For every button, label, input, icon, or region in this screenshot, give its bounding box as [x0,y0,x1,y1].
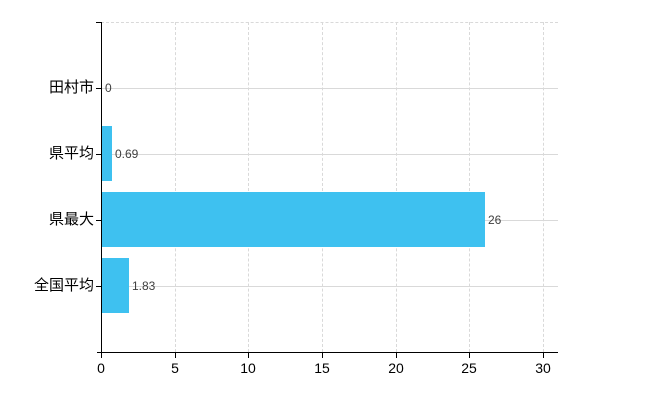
x-gridline [175,22,176,352]
bar [102,258,129,313]
y-axis-tick [96,88,101,89]
category-label: 県平均 [48,145,94,162]
x-tick-label: 15 [314,360,330,376]
x-gridline [248,22,249,352]
x-axis-tick [396,353,397,358]
bar [102,192,485,247]
x-axis-tick [469,353,470,358]
x-gridline [322,22,323,352]
row-gridline [101,88,558,89]
x-tick-label: 10 [240,360,256,376]
bar-value-label: 0.69 [115,147,139,161]
x-tick-label: 0 [97,360,105,376]
row-gridline [101,286,558,287]
x-tick-label: 5 [171,360,179,376]
x-tick-label: 25 [461,360,477,376]
x-axis-tick [322,353,323,358]
x-axis-tick [101,353,102,358]
row-gridline [101,154,558,155]
plot-top-border [101,22,558,23]
bar-value-label: 1.83 [132,279,156,293]
x-gridline [396,22,397,352]
y-axis [101,22,102,352]
x-axis [97,352,558,353]
category-label: 田村市 [48,79,94,96]
y-axis-tick [96,22,101,23]
x-axis-tick [175,353,176,358]
x-axis-tick [543,353,544,358]
y-axis-tick [96,286,101,287]
bar-value-label: 0 [105,81,112,95]
x-gridline [543,22,544,352]
category-label: 全国平均 [33,277,94,294]
y-axis-tick [96,154,101,155]
x-gridline [469,22,470,352]
x-tick-label: 30 [535,360,551,376]
category-label: 県最大 [48,211,94,228]
bar [102,126,112,181]
x-axis-tick [248,353,249,358]
y-axis-tick [96,220,101,221]
x-tick-label: 20 [388,360,404,376]
bar-value-label: 26 [488,213,502,227]
